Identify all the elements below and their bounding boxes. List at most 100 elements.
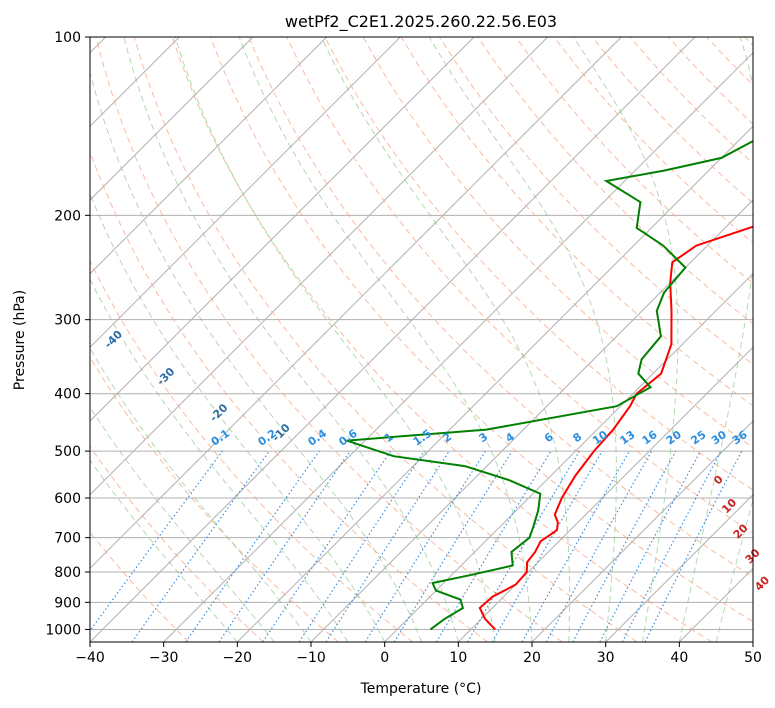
dry-adiabat-line <box>324 37 753 491</box>
mixing-ratio-label: 36 <box>730 428 750 448</box>
y-tick-label: 900 <box>54 595 81 611</box>
mixing-ratio-label: 0.4 <box>306 427 330 449</box>
profile-traces <box>346 139 753 631</box>
isotherm-line <box>90 37 549 496</box>
isotherm-line <box>90 37 254 201</box>
dry-adiabat-label: -40 <box>102 327 125 350</box>
mixing-ratio-label: 30 <box>709 428 729 448</box>
y-axis-ticks: 100 200 300 400 500 600 700 800 900 1000 <box>45 30 90 638</box>
dry-adiabat-line <box>668 37 753 125</box>
isotherm-line <box>310 199 753 642</box>
moist-adiabat-line <box>428 37 617 642</box>
x-tick-label: 30 <box>597 650 615 666</box>
moist-adiabat-line <box>90 278 349 642</box>
mixing-ratio-line <box>521 450 631 642</box>
dry-adiabat-line <box>706 37 753 86</box>
mixing-ratio-line <box>262 450 392 642</box>
x-tick-label: −20 <box>223 650 253 666</box>
x-tick-label: 40 <box>670 650 688 666</box>
y-tick-label: 400 <box>54 387 81 403</box>
moist-adiabat-label: 40 <box>752 573 772 593</box>
mixing-ratio-label: 16 <box>640 428 660 448</box>
moist-adiabat-line <box>678 37 753 642</box>
mixing-ratio-label: 13 <box>617 428 637 447</box>
mixing-ratio-line <box>393 450 513 642</box>
dry-adiabat-line <box>171 37 712 642</box>
y-tick-label: 700 <box>54 531 81 547</box>
x-tick-label: 0 <box>380 650 389 666</box>
y-tick-label: 800 <box>54 565 81 581</box>
isotherm-line <box>531 420 753 642</box>
mixing-ratio-line <box>218 450 351 642</box>
dry-adiabat-line <box>90 356 339 642</box>
dry-adiabat-line <box>90 445 264 642</box>
temperature-trace <box>478 225 753 631</box>
x-tick-label: 10 <box>449 650 467 666</box>
dry-adiabat-line <box>286 37 753 534</box>
moist-adiabat-line <box>320 37 571 642</box>
x-tick-label: −10 <box>296 650 326 666</box>
mixing-ratio-line <box>131 450 270 642</box>
dry-adiabat-line <box>133 37 638 642</box>
y-tick-label: 100 <box>54 30 81 46</box>
dry-adiabat-line <box>90 531 190 642</box>
moist-adiabat-label: 10 <box>719 496 739 516</box>
plot-frame <box>89 36 754 643</box>
moist-adiabat-line <box>90 406 275 642</box>
chart-title: wetPf2_C2E1.2025.260.22.56.E03 <box>285 12 557 32</box>
mixing-ratio-line <box>90 450 223 632</box>
isotherm-line <box>90 37 328 275</box>
y-tick-label: 200 <box>54 208 81 224</box>
isotherm-line <box>605 493 753 642</box>
mixing-ratio-label: 25 <box>689 428 709 447</box>
isotherm-line <box>236 125 753 642</box>
isotherm-line <box>90 37 696 642</box>
x-tick-label: −30 <box>149 650 179 666</box>
y-tick-label: 500 <box>54 444 81 460</box>
mixing-ratio-line <box>599 450 702 642</box>
dry-adiabat-line <box>210 37 753 623</box>
mixing-ratio-label: 0.6 <box>336 427 360 449</box>
isotherm-line <box>457 346 753 642</box>
mixing-ratio-line <box>325 450 450 642</box>
background-lines <box>90 37 753 642</box>
x-axis-label: Temperature (°C) <box>360 681 482 697</box>
moist-adiabat-line <box>90 347 312 642</box>
moist-adiabat-line <box>90 459 238 642</box>
x-tick-label: −40 <box>75 650 105 666</box>
isotherm-line <box>163 51 753 642</box>
moist-adiabat-line <box>90 70 422 642</box>
moist-adiabat-line <box>238 37 533 642</box>
mixing-ratio-line <box>298 450 425 642</box>
x-axis-ticks: −40 −30 −20 −10 0 10 20 30 40 50 <box>75 642 762 666</box>
mixing-ratio-label: 1.5 <box>411 427 434 449</box>
moist-adiabat-line <box>572 37 679 642</box>
dewpoint-trace <box>346 139 753 631</box>
mixing-ratio-line <box>572 450 677 642</box>
dry-adiabat-line <box>95 37 563 642</box>
mixing-ratio-label: 8 <box>571 430 585 445</box>
mixing-ratio-line <box>466 450 580 642</box>
moist-adiabat-line <box>715 497 753 642</box>
dry-adiabat-line <box>553 37 753 244</box>
mixing-ratio-label: 10 <box>590 428 610 448</box>
y-tick-label: 600 <box>54 491 81 507</box>
mixing-ratio-label: 3 <box>477 430 491 445</box>
mixing-ratio-line <box>185 450 320 642</box>
y-axis-label: Pressure (hPa) <box>12 290 28 390</box>
isotherm-line <box>90 37 475 422</box>
moist-adiabat-line <box>174 37 496 642</box>
dry-adiabat-line <box>90 259 414 642</box>
x-tick-label: 50 <box>744 650 762 666</box>
isotherm-line <box>678 567 753 642</box>
moist-adiabat-line <box>90 192 386 642</box>
moist-adiabat-label: 20 <box>731 521 751 541</box>
y-tick-label: 1000 <box>45 622 81 638</box>
dry-adiabat-label: -30 <box>154 365 177 388</box>
y-tick-label: 300 <box>54 313 81 329</box>
isotherm-line <box>384 272 753 642</box>
x-tick-label: 20 <box>523 650 541 666</box>
mixing-ratio-label: 20 <box>664 428 684 448</box>
mixing-ratio-line <box>364 450 486 642</box>
